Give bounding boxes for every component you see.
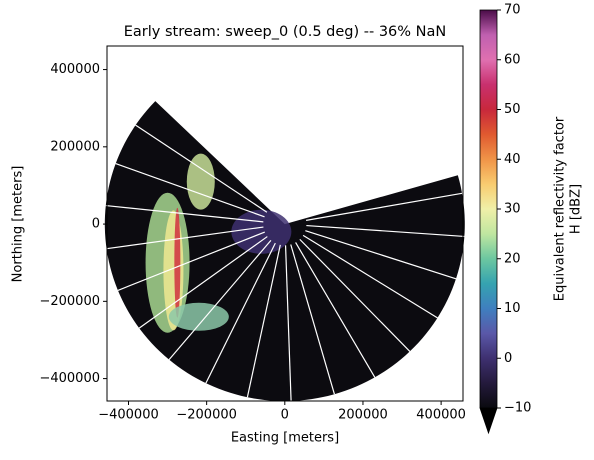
y-tick-label: 400000	[50, 62, 100, 77]
colorbar-tick-label: 20	[504, 251, 521, 266]
sweep-gap	[105, 204, 264, 223]
sweep-gap	[295, 242, 376, 378]
colorbar-tick-label: 50	[504, 102, 521, 117]
sweep-gap	[135, 124, 268, 213]
sweep-gap	[168, 239, 272, 361]
colorbar-label: H [dBZ]	[569, 184, 584, 234]
sweep-gap	[115, 162, 265, 218]
echo-region	[186, 153, 215, 210]
colorbar	[480, 10, 497, 408]
colorbar-tick-label: 70	[504, 3, 521, 18]
sweep-gap	[117, 231, 265, 291]
sweep-gap	[205, 242, 276, 384]
sweep-gap	[106, 226, 264, 250]
colorbar-tick-label: 10	[504, 301, 521, 316]
sweep-gap	[306, 224, 465, 238]
y-tick-label: −400000	[39, 371, 100, 386]
radar-sweep	[104, 101, 465, 402]
x-axis-label: Easting [meters]	[231, 431, 339, 446]
x-tick-label: 0	[281, 408, 289, 423]
colorbar-label: Equivalent reflectivity factor	[553, 116, 568, 301]
colorbar-tick-label: 30	[504, 202, 521, 217]
x-tick-label: −200000	[176, 408, 237, 423]
chart-title: Early stream: sweep_0 (0.5 deg) -- 36% N…	[124, 24, 447, 40]
x-tick-label: −400000	[98, 408, 159, 423]
sweep-gap	[284, 245, 292, 401]
echo-region	[168, 302, 229, 331]
sweep-gap	[305, 230, 457, 280]
sweep-gap	[302, 234, 438, 319]
y-tick-label: 200000	[50, 139, 100, 154]
echo-region	[174, 207, 181, 318]
colorbar-extend	[479, 407, 498, 435]
colorbar-tick-label: 60	[504, 52, 521, 67]
x-tick-label: 200000	[338, 408, 388, 423]
colorbar-tick-label: −10	[504, 401, 531, 416]
sweep-gap	[138, 236, 268, 329]
colorbar-tick-label: 40	[504, 152, 521, 167]
x-tick-label: 400000	[416, 408, 466, 423]
sweep-gap	[290, 244, 335, 395]
colorbar-tick-label: 0	[504, 351, 512, 366]
echo-region	[231, 209, 292, 254]
y-tick-label: 0	[92, 217, 100, 232]
sweep-gap	[299, 238, 411, 352]
sweep-gap	[246, 244, 281, 398]
y-tick-label: −200000	[39, 294, 100, 309]
sweep-gap	[305, 192, 463, 221]
y-axis-label: Northing [meters]	[11, 166, 26, 283]
